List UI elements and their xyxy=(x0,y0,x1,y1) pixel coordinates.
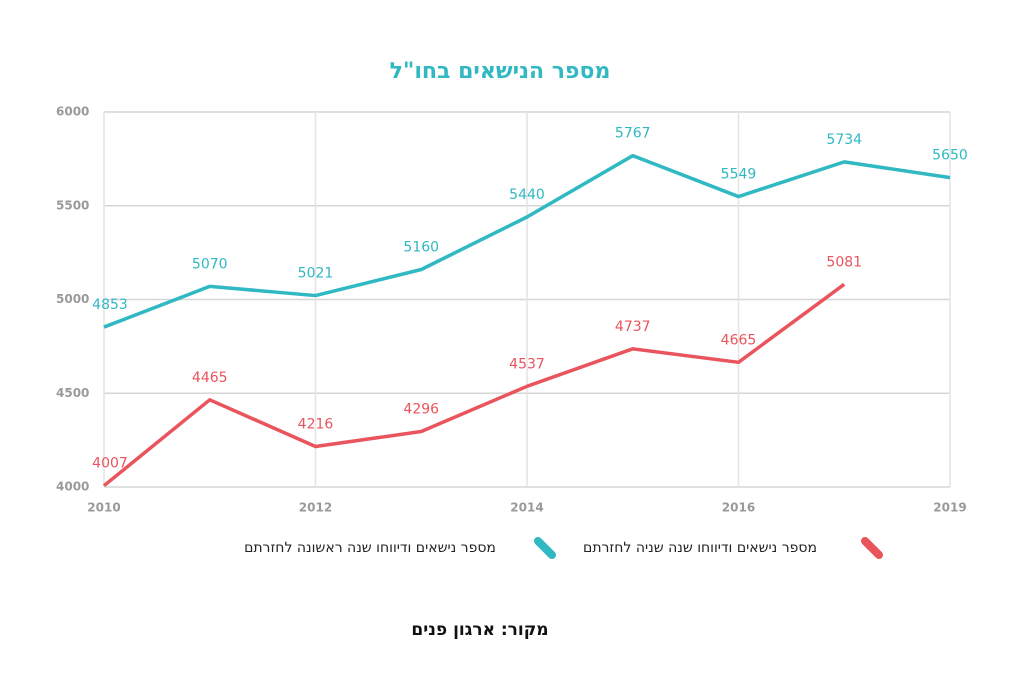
data-label: 4665 xyxy=(721,332,757,348)
data-label: 5160 xyxy=(403,240,439,256)
x-tick-label: 2019 xyxy=(933,501,966,515)
y-tick-label: 4500 xyxy=(56,386,89,400)
legend-swatch xyxy=(534,537,556,559)
data-label: 4737 xyxy=(615,319,651,335)
source: מקור: ארגון פנים xyxy=(411,620,548,640)
data-label: 4007 xyxy=(92,456,128,472)
x-tick-label: 2016 xyxy=(722,501,755,515)
data-label: 5767 xyxy=(615,126,651,142)
chart-title: מספר הנישאים בחו"ל xyxy=(390,59,611,84)
y-tick-label: 4000 xyxy=(56,480,89,494)
y-tick-label: 5000 xyxy=(56,292,89,306)
data-label: 5440 xyxy=(509,187,545,203)
data-label: 5021 xyxy=(298,266,334,282)
data-label: 5549 xyxy=(721,167,757,183)
legend-label: מספר נישאים ודיווחו שנה ראשונה לחזרתם xyxy=(244,540,496,556)
data-label: 4296 xyxy=(403,402,439,418)
y-tick-label: 6000 xyxy=(56,105,89,119)
series-line xyxy=(103,153,951,329)
legend-swatch xyxy=(861,537,883,559)
data-label: 5081 xyxy=(826,254,862,270)
x-tick-label: 2012 xyxy=(299,501,332,515)
data-label: 5734 xyxy=(826,132,862,148)
y-tick-label: 5500 xyxy=(56,198,89,212)
data-label: 4216 xyxy=(298,417,334,433)
data-label: 4853 xyxy=(92,297,128,313)
data-label: 4465 xyxy=(192,370,228,386)
data-label: 5070 xyxy=(192,256,228,272)
series-line xyxy=(102,282,846,488)
data-label: 4537 xyxy=(509,356,545,372)
legend-label: מספר נישאים ודיווחו שנה שניה לחזרתם xyxy=(583,540,817,556)
x-tick-label: 2010 xyxy=(87,501,120,515)
x-tick-label: 2014 xyxy=(510,501,543,515)
data-label: 5650 xyxy=(932,148,968,164)
